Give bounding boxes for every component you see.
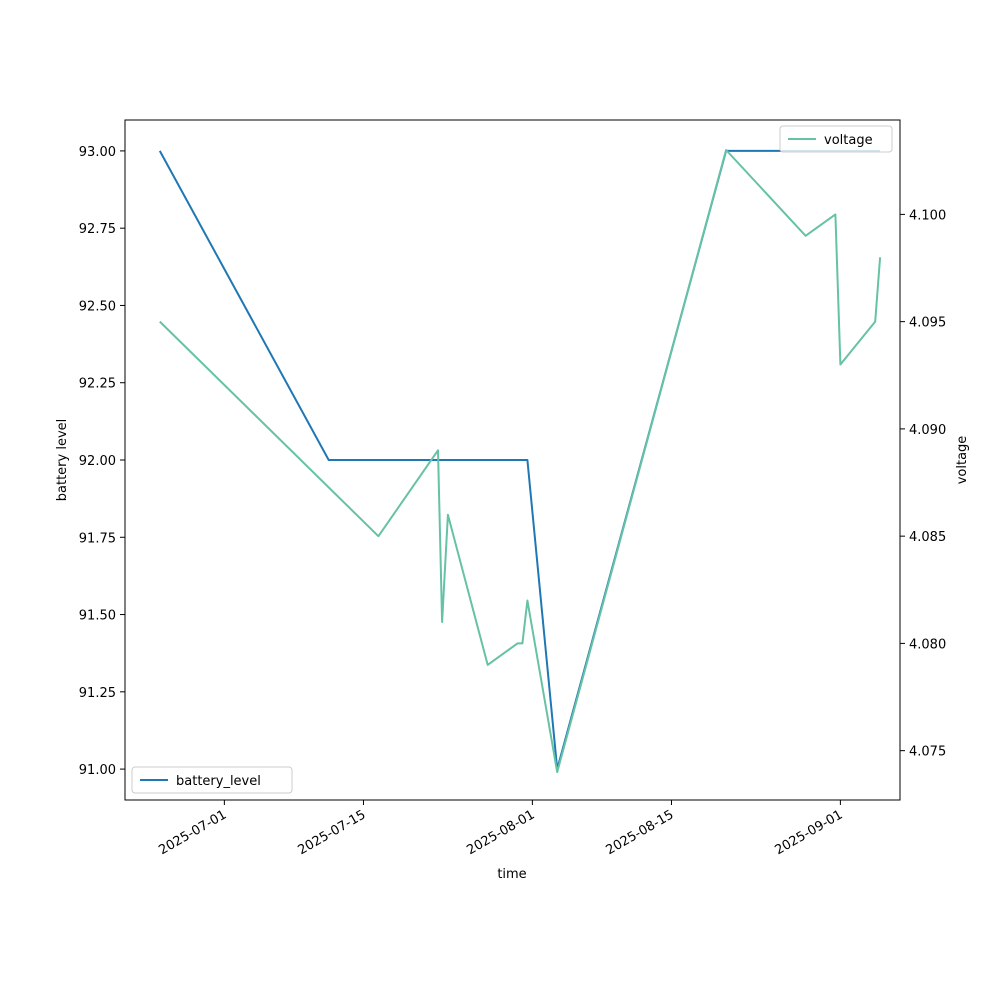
y2-tick-label: 4.100 bbox=[909, 208, 946, 223]
x-axis-title: time bbox=[497, 867, 526, 882]
y2-tick-label: 4.095 bbox=[909, 316, 946, 331]
legend-label: voltage bbox=[824, 133, 873, 148]
y-tick-label: 91.00 bbox=[79, 763, 116, 778]
y-tick-label: 92.25 bbox=[79, 377, 116, 392]
series-line-voltage bbox=[159, 149, 882, 774]
y-tick-label: 91.75 bbox=[79, 531, 116, 546]
series-line-battery_level bbox=[158, 149, 881, 771]
legend-battery_level: battery_level bbox=[131, 766, 293, 794]
plot-area bbox=[158, 149, 882, 774]
y2-tick-label: 4.085 bbox=[909, 530, 946, 545]
y2-tick-label: 4.075 bbox=[909, 745, 946, 760]
y-tick-label: 91.25 bbox=[79, 686, 116, 701]
y2-axis-title: voltage bbox=[955, 436, 970, 485]
y-axis-title: battery level bbox=[55, 419, 70, 502]
y2-tick-label: 4.080 bbox=[909, 637, 946, 652]
legend-box bbox=[779, 125, 893, 153]
y-tick-label: 92.00 bbox=[79, 454, 116, 469]
legends: battery_level voltage bbox=[131, 125, 893, 794]
legend-box bbox=[131, 766, 293, 794]
y2-tick-label: 4.090 bbox=[909, 423, 946, 438]
legend-voltage: voltage bbox=[779, 125, 893, 153]
y-tick-label: 92.75 bbox=[79, 222, 116, 237]
y-tick-label: 93.00 bbox=[79, 145, 116, 160]
y-tick-label: 91.50 bbox=[79, 609, 116, 624]
y-tick-label: 92.50 bbox=[79, 299, 116, 314]
legend-label: battery_level bbox=[176, 774, 261, 789]
